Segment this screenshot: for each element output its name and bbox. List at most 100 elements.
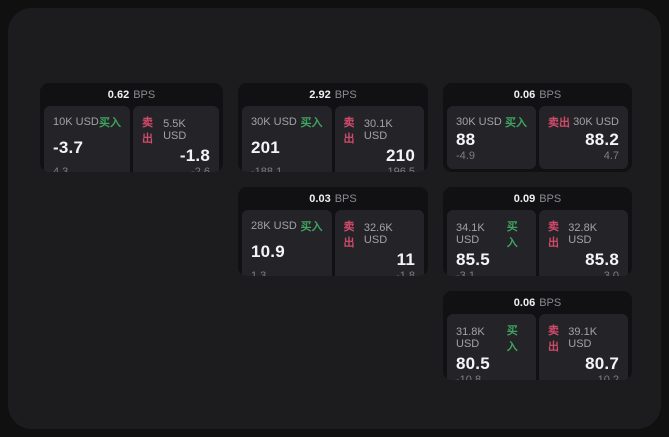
- sell-side-label: 卖出: [343, 117, 355, 145]
- buy-cell-top: 10K USD 买入: [53, 114, 121, 130]
- card-header: 0.06 BPS: [443, 83, 632, 106]
- card-body: 31.8K USD 买入 80.5 -10.8 卖出 39.1K USD 80.…: [443, 314, 632, 380]
- sell-delta: -2.6: [191, 166, 210, 172]
- card-header: 2.92 BPS: [238, 83, 428, 106]
- sell-delta: 10.2: [597, 374, 619, 380]
- buy-cell[interactable]: 28K USD 买入 10.9 1.3: [242, 210, 332, 276]
- buy-amount: 31.8K USD: [456, 326, 485, 350]
- quote-card: 0.06 BPS 31.8K USD 买入 80.5 -10.8 卖出 39.1…: [443, 291, 632, 380]
- sell-delta: -1.8: [396, 270, 415, 276]
- buy-delta: 1.3: [251, 270, 267, 276]
- buy-price: 201: [251, 138, 280, 157]
- buy-side-label: 买入: [300, 221, 323, 233]
- buy-price: 10.9: [251, 242, 285, 261]
- card-body: 28K USD 买入 10.9 1.3 卖出 32.6K USD 11 -1.8: [238, 210, 428, 276]
- buy-amount: 10K USD: [53, 116, 99, 128]
- buy-side-label: 买入: [506, 325, 518, 353]
- buy-cell[interactable]: 30K USD 买入 201 -188.1: [242, 106, 332, 172]
- buy-cell-top: 28K USD 买入: [251, 218, 323, 234]
- sell-cell-top: 卖出 32.6K USD: [344, 218, 416, 250]
- bps-value: 0.62: [107, 88, 130, 101]
- buy-amount: 28K USD: [251, 220, 297, 232]
- sell-price: 210: [386, 146, 415, 165]
- buy-delta: -4.9: [456, 150, 475, 162]
- sell-side-label: 卖出: [548, 221, 559, 249]
- buy-cell[interactable]: 34.1K USD 买入 85.5 -3.1: [447, 210, 536, 276]
- quote-card: 2.92 BPS 30K USD 买入 201 -188.1 卖出 30.1K …: [238, 83, 428, 172]
- card-header: 0.62 BPS: [40, 83, 223, 106]
- quote-card: 0.09 BPS 34.1K USD 买入 85.5 -3.1 卖出 32.8K…: [443, 187, 632, 276]
- buy-cell-top: 31.8K USD 买入: [456, 322, 527, 354]
- main-panel: 0.62 BPS 10K USD 买入 -3.7 4.3 卖出 5.5K USD…: [8, 8, 661, 429]
- sell-amount: 30K USD: [573, 116, 619, 128]
- bps-unit-label: BPS: [133, 88, 156, 101]
- sell-price: 88.2: [585, 130, 619, 149]
- card-header: 0.09 BPS: [443, 187, 632, 210]
- sell-side-label: 卖出: [548, 325, 559, 353]
- bps-unit-label: BPS: [334, 192, 357, 205]
- sell-side-label: 卖出: [142, 117, 153, 145]
- buy-cell[interactable]: 31.8K USD 买入 80.5 -10.8: [447, 314, 536, 380]
- quote-card: 0.06 BPS 30K USD 买入 88 -4.9 卖出 30K USD 8…: [443, 83, 632, 172]
- buy-side-label: 买入: [506, 221, 518, 249]
- buy-delta: 4.3: [53, 166, 69, 172]
- sell-delta: 3.0: [603, 270, 619, 276]
- bps-unit-label: BPS: [334, 88, 357, 101]
- sell-cell[interactable]: 卖出 32.8K USD 85.8 3.0: [539, 210, 628, 276]
- buy-cell[interactable]: 10K USD 买入 -3.7 4.3: [44, 106, 130, 172]
- sell-amount: 30.1K USD: [363, 118, 393, 142]
- sell-price: -1.8: [179, 146, 210, 165]
- bps-unit-label: BPS: [539, 192, 562, 205]
- bps-value: 2.92: [309, 88, 331, 101]
- bps-value: 0.06: [513, 296, 536, 309]
- buy-side-label: 买入: [300, 117, 323, 129]
- buy-delta: -10.8: [456, 374, 482, 380]
- sell-cell[interactable]: 卖出 30.1K USD 210 196.5: [334, 106, 424, 172]
- card-body: 30K USD 买入 88 -4.9 卖出 30K USD 88.2 4.7: [443, 106, 632, 172]
- buy-cell-top: 30K USD 买入: [456, 114, 527, 130]
- buy-price: 80.5: [456, 354, 490, 373]
- card-header: 0.03 BPS: [238, 187, 428, 210]
- buy-delta: -3.1: [456, 270, 475, 276]
- card-header: 0.06 BPS: [443, 291, 632, 314]
- sell-amount: 5.5K USD: [163, 118, 187, 142]
- sell-amount: 39.1K USD: [568, 326, 598, 350]
- sell-delta: 4.7: [603, 150, 619, 162]
- buy-amount: 34.1K USD: [456, 222, 485, 246]
- card-body: 30K USD 买入 201 -188.1 卖出 30.1K USD 210 1…: [238, 106, 428, 172]
- sell-cell[interactable]: 卖出 30K USD 88.2 4.7: [539, 106, 628, 169]
- sell-cell-top: 卖出 5.5K USD: [142, 114, 210, 146]
- buy-cell-top: 34.1K USD 买入: [456, 218, 527, 250]
- buy-price: -3.7: [53, 138, 84, 157]
- quote-card: 0.62 BPS 10K USD 买入 -3.7 4.3 卖出 5.5K USD…: [40, 83, 223, 172]
- sell-cell-top: 卖出 39.1K USD: [548, 322, 619, 354]
- sell-cell-top: 卖出 32.8K USD: [548, 218, 619, 250]
- buy-cell[interactable]: 30K USD 买入 88 -4.9: [447, 106, 536, 169]
- sell-price: 80.7: [585, 354, 619, 373]
- sell-price: 11: [396, 250, 415, 269]
- bps-value: 0.09: [513, 192, 536, 205]
- buy-side-label: 买入: [99, 117, 121, 129]
- sell-price: 85.8: [585, 250, 619, 269]
- bps-value: 0.06: [513, 88, 536, 101]
- sell-cell-top: 卖出 30K USD: [548, 114, 619, 130]
- buy-amount: 30K USD: [456, 116, 502, 128]
- bps-unit-label: BPS: [539, 88, 562, 101]
- card-body: 34.1K USD 买入 85.5 -3.1 卖出 32.8K USD 85.8…: [443, 210, 632, 276]
- bps-unit-label: BPS: [539, 296, 562, 309]
- sell-cell[interactable]: 卖出 39.1K USD 80.7 10.2: [539, 314, 628, 380]
- sell-side-label: 卖出: [548, 117, 570, 129]
- card-body: 10K USD 买入 -3.7 4.3 卖出 5.5K USD -1.8 -2.…: [40, 106, 223, 172]
- buy-delta: -188.1: [251, 166, 283, 172]
- sell-cell-top: 卖出 30.1K USD: [344, 114, 416, 146]
- quote-card: 0.03 BPS 28K USD 买入 10.9 1.3 卖出 32.6K US…: [238, 187, 428, 276]
- sell-cell[interactable]: 卖出 32.6K USD 11 -1.8: [334, 210, 424, 276]
- sell-cell[interactable]: 卖出 5.5K USD -1.8 -2.6: [133, 106, 219, 172]
- quote-cards-grid: 0.62 BPS 10K USD 买入 -3.7 4.3 卖出 5.5K USD…: [40, 83, 632, 380]
- sell-side-label: 卖出: [343, 221, 355, 249]
- buy-price: 88: [456, 130, 476, 149]
- buy-price: 85.5: [456, 250, 490, 269]
- bps-value: 0.03: [309, 192, 331, 205]
- sell-amount: 32.6K USD: [363, 222, 393, 246]
- buy-amount: 30K USD: [251, 116, 297, 128]
